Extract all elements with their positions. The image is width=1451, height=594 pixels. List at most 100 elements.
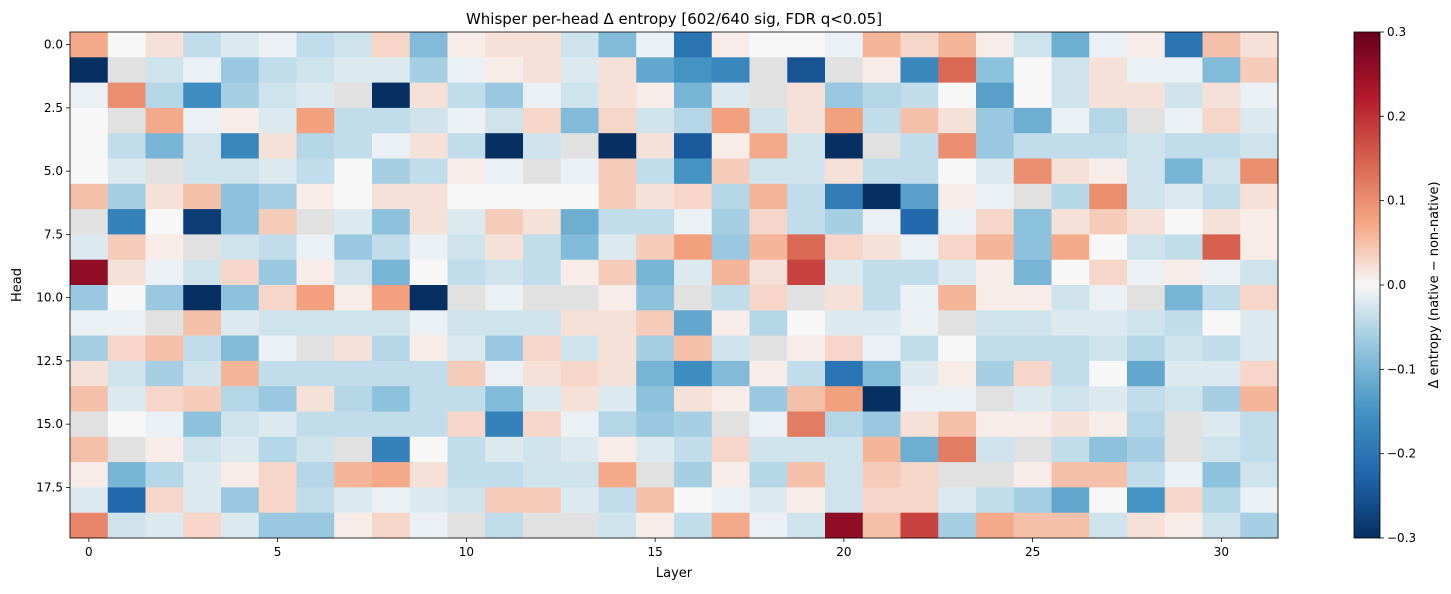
heatmap-cell: [749, 57, 788, 83]
heatmap-cell: [636, 107, 675, 134]
heatmap-cell: [560, 487, 599, 514]
heatmap-cell: [560, 335, 599, 362]
heatmap-cell: [145, 386, 184, 412]
heatmap-cell: [70, 57, 109, 83]
heatmap-cell: [258, 512, 297, 539]
heatmap-cell: [409, 512, 448, 539]
heatmap-cell: [938, 411, 977, 438]
heatmap-cell: [107, 107, 146, 134]
heatmap-cell: [221, 310, 260, 336]
heatmap-cell: [749, 133, 788, 159]
heatmap-cell: [1127, 386, 1166, 412]
heatmap-cell: [258, 335, 297, 362]
heatmap-cell: [560, 310, 599, 336]
heatmap-cell: [787, 310, 826, 336]
heatmap-cell: [145, 158, 184, 185]
heatmap-cell: [485, 386, 524, 412]
heatmap-cell: [1089, 57, 1128, 83]
heatmap-cell: [70, 209, 109, 235]
heatmap-cell: [107, 183, 146, 210]
heatmap-cell: [711, 487, 750, 514]
heatmap-cell: [711, 512, 750, 539]
heatmap-cell: [145, 32, 184, 58]
heatmap-cell: [145, 310, 184, 336]
heatmap-cell: [183, 335, 222, 362]
heatmap-cell: [183, 411, 222, 438]
heatmap-cell: [1089, 183, 1128, 210]
heatmap-cell: [1013, 411, 1052, 438]
heatmap-cell: [447, 209, 486, 235]
heatmap-cell: [862, 158, 901, 185]
heatmap-cell: [1051, 82, 1090, 109]
heatmap-cell: [938, 32, 977, 58]
heatmap-cell: [825, 436, 864, 463]
heatmap-cell: [900, 512, 939, 539]
heatmap-cell: [636, 234, 675, 261]
heatmap-cell: [70, 411, 109, 438]
heatmap-cell: [636, 462, 675, 488]
heatmap-cell: [560, 133, 599, 159]
heatmap-cell: [560, 183, 599, 210]
heatmap-cell: [221, 462, 260, 488]
heatmap-cell: [221, 158, 260, 185]
heatmap-cell: [976, 183, 1015, 210]
heatmap-cell: [372, 512, 411, 539]
heatmap-cell: [409, 360, 448, 387]
heatmap-cell: [787, 487, 826, 514]
heatmap-cell: [183, 209, 222, 235]
heatmap-cell: [674, 436, 713, 463]
heatmap-cell: [447, 133, 486, 159]
heatmap-cell: [1013, 158, 1052, 185]
heatmap-cell: [334, 335, 373, 362]
heatmap-cell: [1051, 234, 1090, 261]
plot-frame: [69, 31, 1279, 539]
x-tick-label: 0: [85, 545, 93, 559]
heatmap-cell: [258, 82, 297, 109]
heatmap-cell: [862, 310, 901, 336]
heatmap-cell: [976, 411, 1015, 438]
heatmap-cell: [183, 436, 222, 463]
heatmap-cell: [862, 512, 901, 539]
heatmap-cell: [1089, 107, 1128, 134]
heatmap-cell: [107, 133, 146, 159]
heatmap-cell: [296, 411, 335, 438]
heatmap-cell: [372, 209, 411, 235]
heatmap-cell: [372, 487, 411, 514]
heatmap-cell: [674, 158, 713, 185]
heatmap-cell: [674, 82, 713, 109]
heatmap-cell: [1202, 82, 1241, 109]
heatmap-cell: [938, 285, 977, 311]
heatmap-cell: [938, 133, 977, 159]
heatmap-cell: [485, 335, 524, 362]
heatmap-cell: [523, 285, 562, 311]
heatmap-cell: [221, 209, 260, 235]
heatmap-cell: [1240, 209, 1279, 235]
heatmap-cell: [1013, 285, 1052, 311]
heatmap-cell: [145, 335, 184, 362]
heatmap-cell: [334, 360, 373, 387]
heatmap-cell: [862, 57, 901, 83]
heatmap-cell: [372, 386, 411, 412]
heatmap-cell: [447, 32, 486, 58]
heatmap-cell: [636, 209, 675, 235]
heatmap-cell: [787, 462, 826, 488]
heatmap-cell: [1127, 158, 1166, 185]
heatmap-cell: [711, 234, 750, 261]
heatmap-cell: [598, 158, 637, 185]
heatmap-cell: [107, 209, 146, 235]
heatmap-cell: [749, 512, 788, 539]
heatmap-cell: [787, 335, 826, 362]
heatmap-cell: [787, 234, 826, 261]
colorbar: [1353, 31, 1381, 539]
heatmap-cell: [749, 285, 788, 311]
heatmap-cell: [862, 436, 901, 463]
heatmap-cell: [1051, 183, 1090, 210]
heatmap-cell: [938, 259, 977, 286]
heatmap-cell: [749, 360, 788, 387]
heatmap-cell: [711, 209, 750, 235]
heatmap-cell: [1127, 462, 1166, 488]
heatmap-cell: [409, 386, 448, 412]
x-axis-label: Layer: [656, 566, 693, 581]
heatmap-cell: [787, 411, 826, 438]
